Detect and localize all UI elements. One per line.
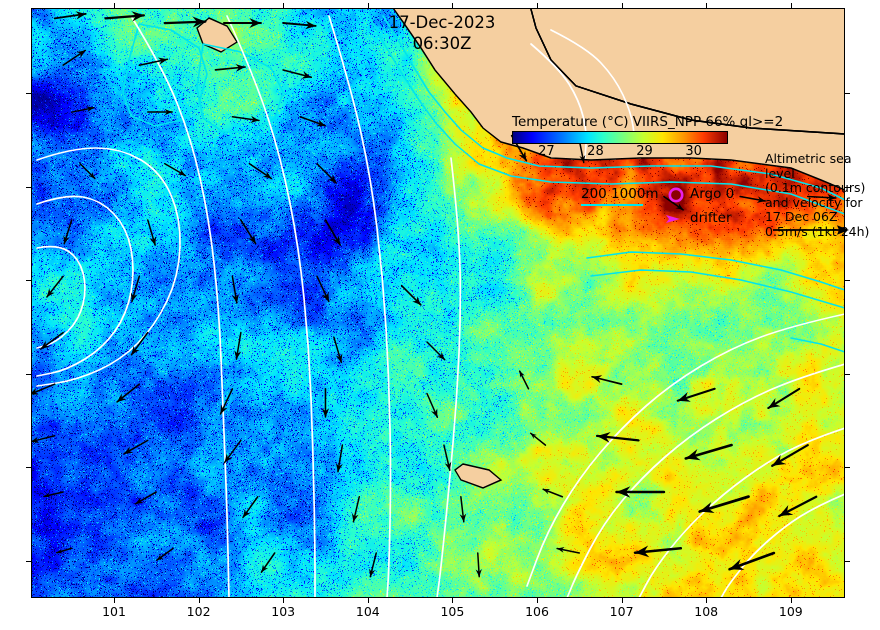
stamp-date: 17-Dec-2023	[388, 13, 496, 32]
y-tick-mark	[26, 467, 31, 469]
argo-legend-row: Argo 0	[668, 186, 735, 203]
x-tick-mark	[537, 598, 538, 603]
x-tick-mark-top	[114, 3, 115, 8]
drifter-legend-row: drifter	[666, 210, 732, 226]
drifter-legend-label: drifter	[690, 210, 732, 226]
map-plot-area[interactable]	[31, 8, 845, 598]
colorbar-tick: 27	[538, 144, 555, 159]
colorbar-tick: 28	[587, 144, 604, 159]
x-tick-mark	[706, 598, 708, 603]
x-tick-label: 102	[186, 604, 211, 619]
bathymetry-contour-swatch	[581, 204, 643, 206]
x-tick-mark-top	[706, 3, 708, 8]
stamp-time: 06:30Z	[412, 34, 472, 53]
x-tick-label: 106	[525, 604, 549, 619]
x-tick-mark-top	[790, 3, 792, 8]
x-tick-label: 105	[440, 604, 465, 619]
x-tick-mark	[452, 598, 454, 603]
x-tick-label: 109	[778, 604, 803, 619]
y-tick-mark-right	[845, 561, 850, 562]
x-tick-label: 103	[271, 604, 296, 619]
y-tick-mark	[26, 561, 31, 562]
y-tick-mark-right	[845, 373, 850, 375]
colorbar: Temperature (°C) VIIRS_NPP 66% ql>=2 27 2…	[512, 114, 784, 160]
x-tick-mark-top	[283, 3, 285, 8]
argo-circle-icon	[668, 187, 684, 203]
y-tick-mark-right	[845, 280, 850, 282]
bathymetry-legend-label: 200 1000m	[581, 186, 659, 202]
colorbar-gradient	[512, 131, 728, 144]
x-tick-mark-top	[367, 3, 369, 8]
x-tick-mark-top	[621, 3, 623, 8]
colorbar-tick-labels: 27 28 29 30	[512, 144, 728, 160]
y-tick-mark-right	[845, 186, 850, 188]
x-tick-label: 101	[102, 604, 126, 619]
x-tick-mark	[621, 598, 623, 603]
colorbar-tick: 30	[685, 144, 702, 159]
x-tick-mark-top	[198, 3, 200, 8]
x-tick-label: 108	[694, 604, 719, 619]
x-tick-mark	[790, 598, 792, 603]
date-time-stamp: 17-Dec-2023 06:30Z	[386, 12, 498, 54]
x-tick-mark	[198, 598, 200, 603]
overlay-contour-vector-layer	[31, 8, 845, 598]
altimetry-annotation: Altimetric sea level (0.1m contours) and…	[765, 151, 870, 239]
y-tick-mark-right	[845, 93, 850, 94]
colorbar-title: Temperature (°C) VIIRS_NPP 66% ql>=2	[512, 114, 784, 130]
x-tick-mark	[114, 598, 115, 603]
x-tick-mark-top	[452, 3, 454, 8]
drifter-arrow-icon	[666, 215, 680, 223]
velocity-scale-arrow-icon	[773, 225, 849, 235]
x-tick-mark	[283, 598, 285, 603]
x-tick-label: 104	[355, 604, 380, 619]
y-tick-mark	[26, 93, 31, 94]
y-tick-mark	[26, 186, 31, 188]
y-tick-mark-right	[845, 467, 850, 469]
colorbar-tick: 29	[636, 144, 653, 159]
x-tick-mark-top	[537, 3, 538, 8]
y-tick-mark	[26, 280, 31, 282]
y-tick-mark	[26, 373, 31, 375]
argo-legend-label: Argo 0	[690, 186, 735, 202]
x-tick-label: 107	[609, 604, 634, 619]
x-tick-mark	[367, 598, 369, 603]
